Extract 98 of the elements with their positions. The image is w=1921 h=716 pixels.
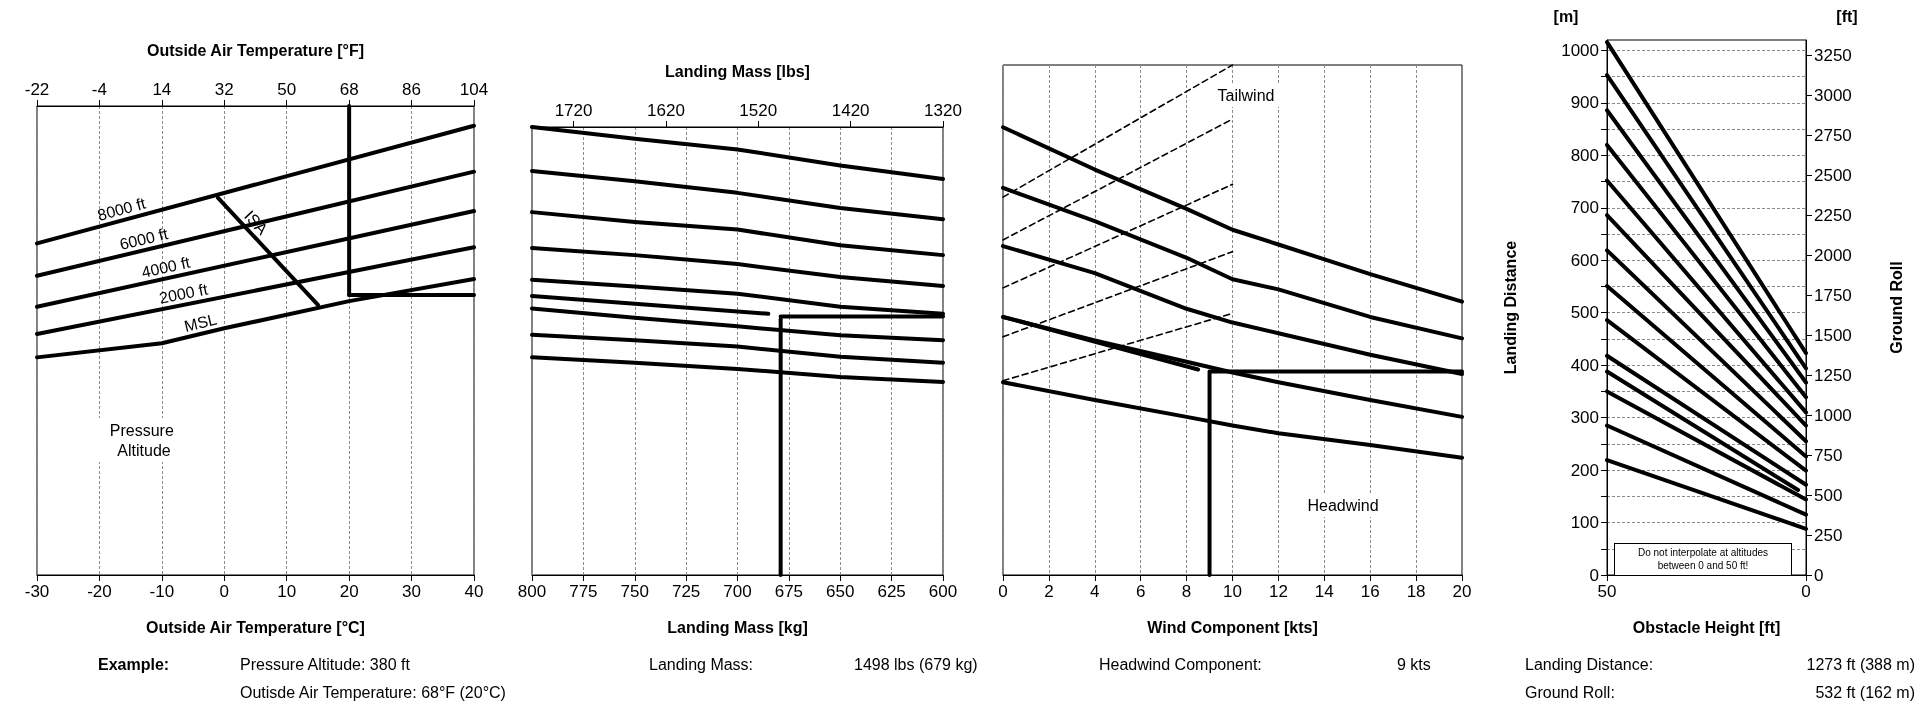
x2-tick-label: -4 xyxy=(91,80,107,99)
y-tick-label: 100 xyxy=(1570,513,1599,533)
x2-tick-label: 104 xyxy=(459,80,489,99)
x-tick-label: 50 xyxy=(1597,582,1617,601)
y-tick-label: 300 xyxy=(1570,408,1599,428)
x-tick-label: 650 xyxy=(826,582,855,601)
x-tick-label: 800 xyxy=(517,582,547,601)
x-tick-label: 775 xyxy=(569,582,598,601)
x-tick-label: -20 xyxy=(87,582,112,601)
text: 532 ft (162 m) xyxy=(1815,683,1915,701)
x-tick-label: 2 xyxy=(1044,582,1054,601)
x-tick-label: 8 xyxy=(1181,582,1192,601)
x-tick-label: 675 xyxy=(774,582,804,601)
x2-tick-label: 86 xyxy=(402,80,422,99)
x-tick-label: 600 xyxy=(928,582,958,601)
x2-tick-label: 68 xyxy=(339,80,359,99)
y-tick-label: 200 xyxy=(1570,460,1599,480)
y2-tick-label: 2000 xyxy=(1814,245,1852,265)
x-tick-label: 18 xyxy=(1406,582,1426,601)
text: [m] xyxy=(1553,7,1579,25)
x2-tick-label: 1620 xyxy=(647,101,685,120)
y2-tick-label: 750 xyxy=(1814,445,1843,465)
text: 9 kts xyxy=(1397,655,1431,673)
x-tick-label: 700 xyxy=(723,582,752,601)
text: 1273 ft (388 m) xyxy=(1806,655,1915,673)
y-tick-label: 0 xyxy=(1589,565,1599,585)
annotation: Tailwind xyxy=(1217,86,1275,104)
x2-tick-label: 1720 xyxy=(554,101,593,120)
text: 2000 ft xyxy=(157,280,210,307)
annotation: Headwind xyxy=(1307,496,1379,514)
x-tick-label: 30 xyxy=(402,582,422,601)
x-tick-label: -10 xyxy=(149,582,175,601)
y-tick-label: 700 xyxy=(1570,198,1599,218)
text: Headwind Component: xyxy=(1099,655,1262,673)
x-tick-label: 12 xyxy=(1268,582,1288,601)
y-tick-label: 1000 xyxy=(1561,40,1599,60)
y-tick-label: 900 xyxy=(1570,93,1599,113)
x-tick-label: 10 xyxy=(1223,582,1242,601)
y2-axis-title: Ground Roll xyxy=(1887,261,1905,354)
text: [ft] xyxy=(1836,7,1858,25)
x2-tick-label: 1520 xyxy=(739,101,778,120)
y-tick-label: 500 xyxy=(1570,303,1599,323)
x-tick-label: 6 xyxy=(1135,582,1146,601)
y2-tick-label: 2750 xyxy=(1814,125,1852,145)
y2-tick-label: 0 xyxy=(1814,565,1824,585)
x-tick-label: 0 xyxy=(219,582,230,601)
text: Ground Roll: xyxy=(1525,683,1615,701)
x-tick-label: 20 xyxy=(1452,582,1472,601)
x2-tick-label: 14 xyxy=(152,80,172,99)
y2-tick-label: 1250 xyxy=(1814,365,1852,385)
x2-tick-label: 50 xyxy=(277,80,297,99)
x-axis-title: Landing Mass [kg] xyxy=(667,618,808,636)
text: 1498 lbs (679 kg) xyxy=(854,655,978,673)
x2-tick-label: 1320 xyxy=(924,101,962,120)
text: Landing Mass: xyxy=(649,655,754,673)
x-tick-label: 10 xyxy=(277,582,297,601)
x-tick-label: 20 xyxy=(339,582,359,601)
y-axis-title: Landing Distance xyxy=(1501,240,1519,375)
annotation: Pressure Altitude xyxy=(109,421,179,459)
x2-tick-label: 32 xyxy=(214,80,234,99)
y2-tick-label: 3250 xyxy=(1814,45,1852,65)
x2-tick-label: -22 xyxy=(24,80,50,99)
x-tick-label: 14 xyxy=(1314,582,1334,601)
y2-tick-label: 1750 xyxy=(1814,285,1852,305)
text: MSL xyxy=(182,310,219,335)
text: 8000 ft xyxy=(95,194,148,224)
x-tick-label: 40 xyxy=(464,582,484,601)
text: 6000 ft xyxy=(117,224,171,253)
x-tick-label: -30 xyxy=(24,582,50,601)
x-tick-label: 725 xyxy=(671,582,701,601)
y2-tick-label: 500 xyxy=(1814,485,1843,505)
x-axis-title: Wind Component [kts] xyxy=(1147,618,1318,636)
x-tick-label: 625 xyxy=(877,582,906,601)
x2-axis-title: Outside Air Temperature [°F] xyxy=(146,41,365,59)
y-tick-label: 400 xyxy=(1570,355,1599,375)
x-tick-label: 4 xyxy=(1090,582,1100,601)
y2-tick-label: 2250 xyxy=(1814,205,1852,225)
y2-tick-label: 2500 xyxy=(1814,165,1852,185)
x-tick-label: 16 xyxy=(1360,582,1380,601)
y2-tick-label: 3000 xyxy=(1814,85,1852,105)
text: 4000 ft xyxy=(140,253,192,281)
x-tick-label: 0 xyxy=(1801,582,1811,601)
y2-tick-label: 250 xyxy=(1814,525,1843,545)
x2-tick-label: 1420 xyxy=(831,101,870,120)
x-tick-label: 750 xyxy=(620,582,649,601)
text: Outisde Air Temperature: 68°F (20°C) xyxy=(240,683,506,701)
x-axis-title: Outside Air Temperature [°C] xyxy=(146,618,365,636)
y2-tick-label: 1500 xyxy=(1814,325,1852,345)
text: Pressure Altitude: 380 ft xyxy=(240,655,411,673)
text: Example: xyxy=(98,655,170,673)
x-axis-title: Obstacle Height [ft] xyxy=(1632,618,1781,636)
y-tick-label: 800 xyxy=(1570,145,1599,165)
x2-axis-title: Landing Mass [lbs] xyxy=(665,62,810,80)
y-tick-label: 600 xyxy=(1570,250,1599,270)
x-tick-label: 0 xyxy=(998,582,1008,601)
text: Landing Distance: xyxy=(1525,655,1654,673)
note-box: Do not interpolate at altitudes between 0 and 50 ft! xyxy=(1614,543,1792,576)
y2-tick-label: 1000 xyxy=(1814,405,1852,425)
